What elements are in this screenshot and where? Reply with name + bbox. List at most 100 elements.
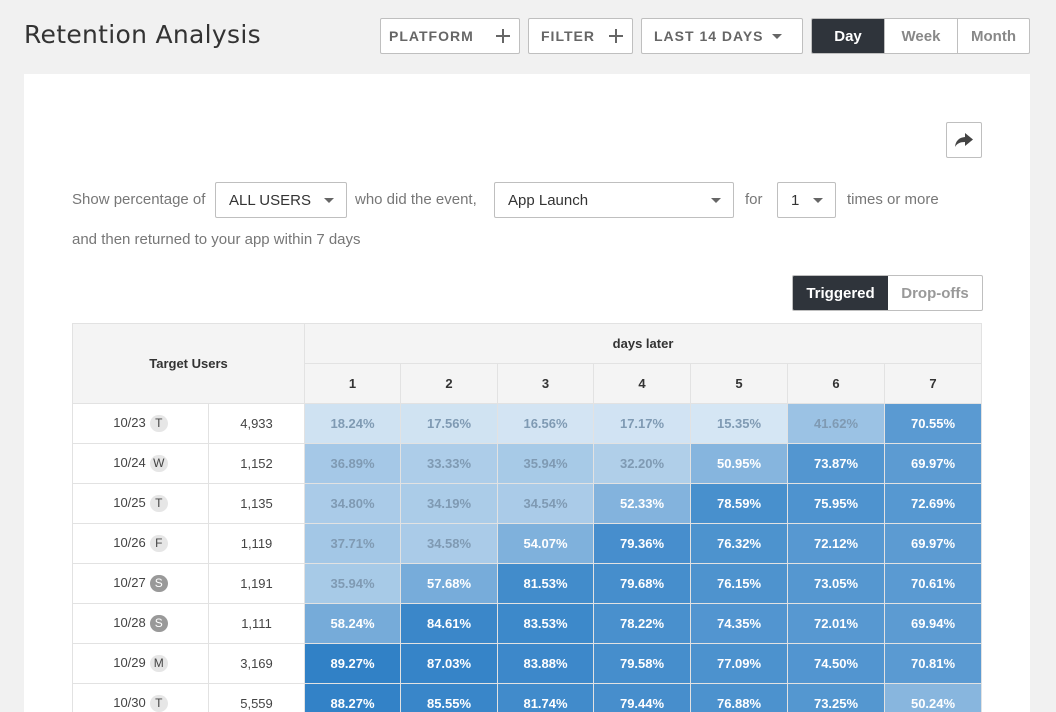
retention-cell[interactable]: 83.53% — [497, 603, 595, 644]
share-button[interactable] — [946, 122, 982, 158]
filter-label: FILTER — [541, 28, 595, 44]
retention-cell[interactable]: 72.01% — [787, 603, 886, 644]
mode-toggle: Triggered Drop-offs — [792, 275, 983, 311]
row-date: 10/26 — [113, 534, 146, 550]
weekday-badge: M — [149, 655, 168, 673]
retention-cell[interactable]: 34.19% — [400, 483, 499, 524]
row-date: 10/30 — [113, 694, 146, 710]
retention-cell[interactable]: 72.69% — [884, 483, 983, 524]
retention-cell[interactable]: 78.22% — [593, 603, 692, 644]
drop-offs-button[interactable]: Drop-offs — [901, 284, 969, 302]
retention-cell[interactable]: 54.07% — [497, 523, 595, 564]
row-date: 10/27 — [113, 574, 146, 590]
retention-cell[interactable]: 73.87% — [787, 443, 886, 484]
retention-cell[interactable]: 75.95% — [787, 483, 886, 524]
retention-cell[interactable]: 50.24% — [884, 683, 983, 712]
granularity-day-button[interactable]: Day — [812, 19, 884, 53]
retention-cell[interactable]: 89.27% — [304, 643, 402, 684]
retention-cell[interactable]: 17.17% — [593, 403, 692, 444]
retention-cell[interactable]: 50.95% — [690, 443, 789, 484]
retention-cell[interactable]: 78.59% — [690, 483, 789, 524]
chevron-down-icon — [772, 33, 782, 39]
segment-dropdown[interactable]: ALL USERS — [215, 182, 347, 218]
retention-cell[interactable]: 81.53% — [497, 563, 595, 604]
retention-cell[interactable]: 69.97% — [884, 523, 983, 564]
event-dropdown[interactable]: App Launch — [494, 182, 734, 218]
weekday-badge: T — [149, 495, 168, 513]
table-row: 10/26 F 1,119 37.71% 34.58% 54.07% 79.36% 76.32… — [72, 523, 983, 564]
granularity-week-button[interactable]: Week — [884, 19, 957, 53]
retention-cell[interactable]: 37.71% — [304, 523, 402, 564]
query-middle-text: who did the event, — [355, 191, 477, 208]
retention-cell[interactable]: 74.50% — [787, 643, 886, 684]
filter-button[interactable]: FILTER — [528, 18, 633, 54]
retention-cell[interactable]: 41.62% — [787, 403, 886, 444]
retention-cell[interactable]: 35.94% — [497, 443, 595, 484]
retention-cell[interactable]: 83.88% — [497, 643, 595, 684]
share-icon — [955, 133, 973, 147]
row-date-cell: 10/26 F — [72, 523, 209, 564]
retention-cell[interactable]: 76.32% — [690, 523, 789, 564]
row-users-count: 1,119 — [207, 523, 306, 564]
retention-cell[interactable]: 52.33% — [593, 483, 692, 524]
retention-cell[interactable]: 34.54% — [497, 483, 595, 524]
day-column-header: 4 — [593, 363, 692, 404]
retention-cell[interactable]: 57.68% — [400, 563, 499, 604]
row-users-count: 5,559 — [207, 683, 306, 712]
retention-cell[interactable]: 76.88% — [690, 683, 789, 712]
retention-cell[interactable]: 17.56% — [400, 403, 499, 444]
retention-cell[interactable]: 69.94% — [884, 603, 983, 644]
retention-cell[interactable]: 69.97% — [884, 443, 983, 484]
retention-cell[interactable]: 73.25% — [787, 683, 886, 712]
row-date-cell: 10/29 M — [72, 643, 209, 684]
row-users-count: 3,169 — [207, 643, 306, 684]
retention-cell[interactable]: 79.44% — [593, 683, 692, 712]
retention-cell[interactable]: 87.03% — [400, 643, 499, 684]
retention-cell[interactable]: 16.56% — [497, 403, 595, 444]
day-column-header: 7 — [884, 363, 983, 404]
retention-cell[interactable]: 70.81% — [884, 643, 983, 684]
page-title: Retention Analysis — [24, 20, 261, 49]
retention-cell[interactable]: 58.24% — [304, 603, 402, 644]
retention-cell[interactable]: 73.05% — [787, 563, 886, 604]
retention-cell[interactable]: 79.58% — [593, 643, 692, 684]
retention-cell[interactable]: 32.20% — [593, 443, 692, 484]
platform-button[interactable]: PLATFORM — [380, 18, 520, 54]
retention-cell[interactable]: 33.33% — [400, 443, 499, 484]
retention-cell[interactable]: 34.80% — [304, 483, 402, 524]
row-date-cell: 10/27 S — [72, 563, 209, 604]
target-users-header: Target Users — [71, 323, 306, 404]
retention-cell[interactable]: 81.74% — [497, 683, 595, 712]
retention-cell[interactable]: 84.61% — [400, 603, 499, 644]
row-users-count: 1,152 — [207, 443, 306, 484]
retention-cell[interactable]: 85.55% — [400, 683, 499, 712]
chevron-down-icon — [813, 197, 823, 203]
retention-cell[interactable]: 70.61% — [884, 563, 983, 604]
times-dropdown[interactable]: 1 — [777, 182, 836, 218]
retention-cell[interactable]: 72.12% — [787, 523, 886, 564]
plus-icon — [495, 28, 511, 44]
query-suffix-text: times or more — [847, 191, 939, 208]
segment-value: ALL USERS — [229, 191, 311, 209]
retention-cell[interactable]: 79.68% — [593, 563, 692, 604]
granularity-month-button[interactable]: Month — [957, 19, 1029, 53]
retention-cell[interactable]: 74.35% — [690, 603, 789, 644]
day-column-header: 5 — [690, 363, 789, 404]
triggered-button[interactable]: Triggered — [793, 276, 888, 310]
times-value: 1 — [791, 191, 800, 209]
retention-panel: Show percentage of ALL USERS who did the… — [24, 74, 1030, 712]
retention-cell[interactable]: 35.94% — [304, 563, 402, 604]
retention-cell[interactable]: 77.09% — [690, 643, 789, 684]
date-range-dropdown[interactable]: LAST 14 DAYS — [641, 18, 803, 54]
retention-cell[interactable]: 15.35% — [690, 403, 789, 444]
days-later-header: days later — [304, 323, 983, 364]
retention-cell[interactable]: 18.24% — [304, 403, 402, 444]
retention-cell[interactable]: 79.36% — [593, 523, 692, 564]
row-date: 10/23 — [113, 414, 146, 430]
row-date-cell: 10/24 W — [72, 443, 209, 484]
retention-cell[interactable]: 76.15% — [690, 563, 789, 604]
retention-cell[interactable]: 36.89% — [304, 443, 402, 484]
retention-cell[interactable]: 88.27% — [304, 683, 402, 712]
retention-cell[interactable]: 34.58% — [400, 523, 499, 564]
retention-cell[interactable]: 70.55% — [884, 403, 983, 444]
